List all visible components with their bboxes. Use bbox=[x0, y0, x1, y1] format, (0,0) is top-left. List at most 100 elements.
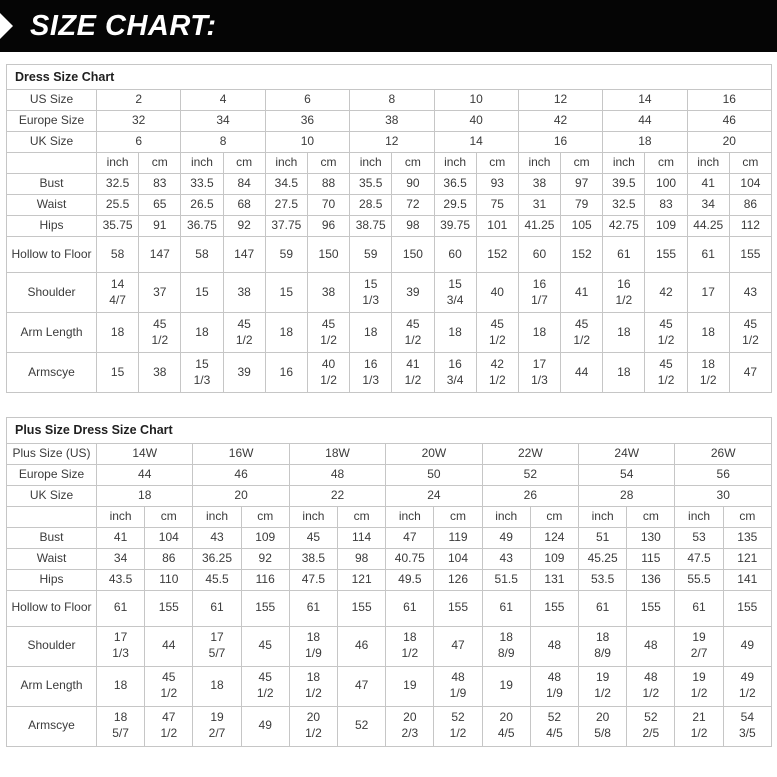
measure-value: 61 bbox=[481, 589, 531, 627]
size-value: 48 bbox=[288, 463, 387, 486]
size-chart-banner: SIZE CHART: bbox=[0, 0, 777, 52]
size-value: 32 bbox=[95, 110, 182, 133]
measure-value: 35.75 bbox=[95, 215, 140, 238]
table-row: Europe Size 44 46 48 50 52 54 56 bbox=[6, 463, 772, 486]
measure-value: 70 bbox=[306, 194, 351, 217]
size-value: 44 bbox=[602, 110, 688, 133]
size-value: 52 bbox=[481, 463, 580, 486]
measure-value: 18 bbox=[180, 312, 224, 354]
measure-value: 43 bbox=[192, 526, 242, 549]
measure-value: 131 bbox=[529, 568, 580, 591]
measure-value: 98 bbox=[391, 215, 435, 238]
row-label: Hollow to Floor bbox=[6, 236, 97, 274]
measure-value: 38 bbox=[306, 272, 351, 314]
size-value: 36 bbox=[264, 110, 351, 133]
measure-value: 136 bbox=[626, 568, 676, 591]
measure-value: 40.75 bbox=[385, 547, 435, 570]
unit-inch-label: inch bbox=[578, 505, 628, 528]
measure-value: 42.75 bbox=[602, 215, 646, 238]
measure-value: 155 bbox=[240, 589, 290, 627]
measure-value: 18 bbox=[602, 312, 646, 354]
measure-value: 48 1/9 bbox=[433, 665, 483, 707]
size-value: 18 bbox=[602, 131, 688, 154]
measure-value: 58 bbox=[95, 236, 140, 274]
measure-value: 40 bbox=[475, 272, 519, 314]
table-row: Waist 25.5 65 26.5 68 27.5 70 28.5 72 29.5 75 31 79 3… bbox=[6, 194, 773, 217]
row-label: Europe Size bbox=[6, 110, 97, 133]
measure-value: 61 bbox=[385, 589, 435, 627]
measure-value: 47.5 bbox=[288, 568, 339, 591]
unit-cm-label: cm bbox=[144, 505, 194, 528]
measure-value: 19 2/7 bbox=[674, 625, 724, 667]
measure-value: 15 bbox=[264, 272, 308, 314]
unit-inch-label: inch bbox=[95, 505, 146, 528]
size-value: 22W bbox=[481, 442, 580, 465]
table-row: US Size 2 4 6 8 10 12 14 16 bbox=[6, 89, 773, 112]
measure-value: 90 bbox=[391, 173, 435, 196]
measure-value: 93 bbox=[475, 173, 519, 196]
unit-cm-label: cm bbox=[391, 152, 435, 175]
measure-value: 98 bbox=[337, 547, 387, 570]
measure-value: 39 bbox=[391, 272, 435, 314]
measure-value: 48 1/2 bbox=[626, 665, 676, 707]
measure-value: 45 1/2 bbox=[644, 312, 688, 354]
measure-value: 65 bbox=[138, 194, 182, 217]
measure-value: 130 bbox=[626, 526, 676, 549]
measure-value: 109 bbox=[529, 547, 580, 570]
size-value: 44 bbox=[95, 463, 194, 486]
row-label: Bust bbox=[6, 173, 97, 196]
measure-value: 42 1/2 bbox=[475, 352, 519, 394]
size-value: 24W bbox=[578, 442, 676, 465]
measure-value: 19 bbox=[385, 665, 435, 707]
size-value: 42 bbox=[517, 110, 604, 133]
measure-value: 20 5/8 bbox=[578, 705, 628, 747]
measure-value: 101 bbox=[475, 215, 519, 238]
measure-value: 46 bbox=[337, 625, 387, 667]
table-row: Shoulder 17 1/3 44 17 5/7 45 18 1/9 46 18 1/2 47… bbox=[6, 625, 773, 667]
measure-value: 18 8/9 bbox=[481, 625, 531, 667]
measure-value: 52 4/5 bbox=[529, 705, 580, 747]
table-row: inch cm inch cm inch cm inch cm inch cm inch cm inch… bbox=[6, 152, 773, 175]
unit-cm-label: cm bbox=[475, 152, 519, 175]
measure-value: 36.75 bbox=[180, 215, 224, 238]
measure-value: 32.5 bbox=[95, 173, 140, 196]
measure-value: 52 2/5 bbox=[626, 705, 676, 747]
measure-value: 16 1/7 bbox=[517, 272, 562, 314]
measure-value: 124 bbox=[529, 526, 580, 549]
table-row: Hips 35.75 91 36.75 92 37.75 96 38.75 98 39.75 101… bbox=[6, 215, 773, 238]
measure-value: 45 1/2 bbox=[144, 665, 194, 707]
measure-value: 38.75 bbox=[349, 215, 393, 238]
measure-value: 15 bbox=[95, 352, 140, 394]
unit-inch-label: inch bbox=[674, 505, 724, 528]
measure-value: 15 bbox=[180, 272, 224, 314]
measure-value: 20 4/5 bbox=[481, 705, 531, 747]
measure-value: 150 bbox=[391, 236, 435, 274]
row-label: Europe Size bbox=[6, 463, 97, 486]
table-row: Bust 41 104 43 109 45 114 47 119 49 124 51 130 53 135 bbox=[6, 526, 773, 549]
measure-value: 45 1/2 bbox=[728, 312, 773, 354]
measure-value: 45 1/2 bbox=[138, 312, 182, 354]
size-value: 34 bbox=[180, 110, 266, 133]
size-value: 6 bbox=[264, 89, 351, 112]
measure-value: 97 bbox=[560, 173, 604, 196]
size-value: 8 bbox=[349, 89, 435, 112]
measure-value: 44 bbox=[560, 352, 604, 394]
measure-value: 92 bbox=[240, 547, 290, 570]
unit-cm-label: cm bbox=[644, 152, 688, 175]
measure-value: 91 bbox=[138, 215, 182, 238]
measure-value: 49 bbox=[481, 526, 531, 549]
measure-value: 47 bbox=[728, 352, 773, 394]
table-row: Shoulder 14 4/7 37 15 38 15 38 15 1/3 39 15 3/4 40… bbox=[6, 272, 773, 314]
measure-value: 18 bbox=[264, 312, 308, 354]
row-label: US Size bbox=[6, 89, 97, 112]
size-value: 26W bbox=[674, 442, 772, 465]
size-value: 54 bbox=[578, 463, 676, 486]
row-label: Plus Size (US) bbox=[6, 442, 97, 465]
measure-value: 21 1/2 bbox=[674, 705, 724, 747]
measure-value: 18 bbox=[517, 312, 562, 354]
measure-value: 45 1/2 bbox=[644, 352, 688, 394]
measure-value: 41.25 bbox=[517, 215, 562, 238]
measure-value: 60 bbox=[517, 236, 562, 274]
table-row: Armscye 15 38 15 1/3 39 16 40 1/2 16 1/3 41 1/2 1… bbox=[6, 352, 773, 394]
measure-value: 45.25 bbox=[578, 547, 628, 570]
